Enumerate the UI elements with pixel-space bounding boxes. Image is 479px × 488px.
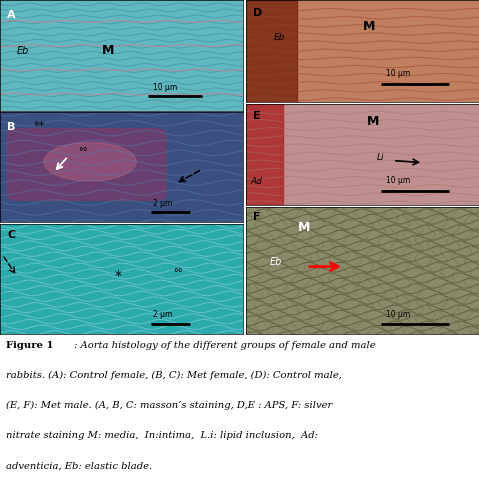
Bar: [246, 104, 284, 206]
Text: 10 μm: 10 μm: [386, 69, 410, 78]
Text: (E, F): Met male. (A, B, C: masson’s staining, D,E : APS, F: silver: (E, F): Met male. (A, B, C: masson’s sta…: [6, 400, 332, 409]
Text: M: M: [102, 44, 114, 57]
Text: °°: °°: [78, 147, 87, 157]
Text: **: **: [34, 121, 46, 130]
Text: C: C: [7, 230, 15, 240]
Text: °°: °°: [173, 268, 182, 278]
Text: A: A: [7, 10, 16, 20]
Text: M: M: [363, 20, 375, 33]
Text: 10 μm: 10 μm: [386, 309, 410, 319]
Text: rabbits. (A): Control female, (B, C): Met female, (D): Control male,: rabbits. (A): Control female, (B, C): Me…: [6, 370, 342, 379]
Text: E: E: [253, 110, 261, 121]
Text: F: F: [253, 211, 261, 221]
Text: D: D: [253, 7, 262, 18]
Text: Eb: Eb: [270, 257, 282, 266]
Text: 10 μm: 10 μm: [386, 176, 410, 184]
Text: adventicia, Eb: elastic blade.: adventicia, Eb: elastic blade.: [6, 460, 152, 469]
Text: nitrate staining M: media,  In:intima,  L.i: lipid inclusion,  Ad:: nitrate staining M: media, In:intima, L.…: [6, 430, 318, 439]
Text: Eb: Eb: [17, 46, 29, 56]
FancyBboxPatch shape: [7, 129, 165, 201]
Text: Figure 1: Figure 1: [6, 340, 53, 349]
Ellipse shape: [44, 143, 136, 182]
Text: B: B: [7, 122, 16, 132]
Text: *: *: [114, 268, 121, 282]
Text: : Aorta histology of the different groups of female and male: : Aorta histology of the different group…: [74, 340, 376, 349]
Text: Ad: Ad: [251, 177, 263, 185]
Bar: [246, 1, 297, 103]
Text: Eb: Eb: [274, 33, 285, 42]
Text: 2 μm: 2 μm: [153, 310, 172, 319]
Text: M: M: [297, 220, 310, 233]
Text: M: M: [367, 115, 380, 128]
Text: 10 μm: 10 μm: [153, 82, 178, 91]
Text: 2 μm: 2 μm: [153, 198, 172, 207]
Text: Li: Li: [376, 152, 384, 161]
